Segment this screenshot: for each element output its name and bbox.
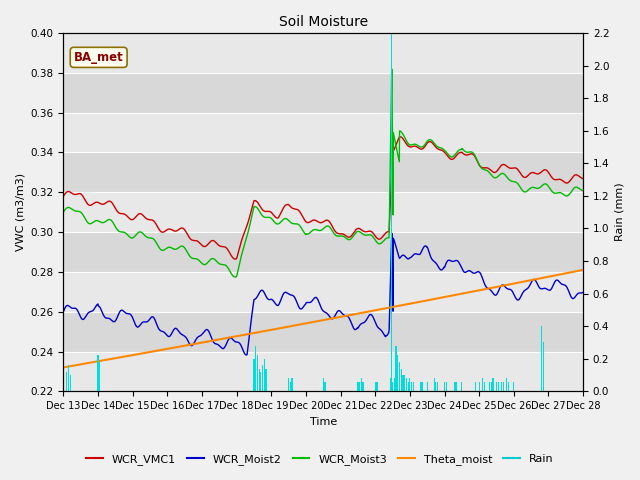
Bar [489, 382, 490, 391]
Bar [323, 378, 324, 391]
Bar [498, 382, 499, 391]
Bar [421, 382, 422, 391]
Bar [482, 378, 483, 391]
Bar [361, 378, 362, 391]
Bar [97, 356, 99, 391]
Bar [63, 33, 583, 73]
Bar [404, 375, 405, 391]
Bar [290, 382, 291, 391]
Bar [391, 33, 392, 391]
Bar [262, 365, 263, 391]
Bar [479, 382, 480, 391]
Bar [437, 382, 438, 391]
Bar [420, 382, 421, 391]
Bar [475, 382, 476, 391]
X-axis label: Time: Time [310, 417, 337, 427]
Bar [408, 382, 409, 391]
Bar [491, 382, 492, 391]
Bar [444, 382, 445, 391]
Bar [399, 362, 400, 391]
Bar [492, 378, 493, 391]
Bar [390, 378, 392, 391]
Bar [374, 382, 376, 391]
Bar [435, 382, 436, 391]
Bar [63, 113, 583, 153]
Bar [63, 153, 583, 192]
Bar [401, 369, 402, 391]
Bar [63, 351, 583, 391]
Bar [454, 382, 456, 391]
Bar [63, 312, 583, 351]
Bar [68, 365, 69, 391]
Bar [445, 382, 447, 391]
Bar [396, 346, 397, 391]
Bar [99, 362, 100, 391]
Bar [503, 382, 504, 391]
Bar [403, 375, 404, 391]
Bar [255, 346, 256, 391]
Bar [260, 372, 262, 391]
Bar [506, 378, 508, 391]
Bar [501, 382, 502, 391]
Bar [259, 369, 260, 391]
Y-axis label: Rain (mm): Rain (mm) [615, 183, 625, 241]
Bar [63, 192, 583, 232]
Bar [257, 356, 258, 391]
Bar [266, 369, 267, 391]
Bar [456, 382, 457, 391]
Bar [411, 382, 412, 391]
Bar [376, 382, 378, 391]
Bar [541, 326, 542, 391]
Bar [70, 375, 71, 391]
Y-axis label: VWC (m3/m3): VWC (m3/m3) [15, 173, 25, 251]
Bar [413, 382, 414, 391]
Bar [543, 342, 544, 391]
Bar [392, 382, 393, 391]
Bar [397, 356, 398, 391]
Bar [513, 382, 515, 391]
Bar [359, 382, 360, 391]
Bar [63, 73, 583, 113]
Bar [427, 382, 428, 391]
Bar [288, 378, 289, 391]
Bar [409, 378, 410, 391]
Bar [496, 382, 497, 391]
Bar [324, 382, 326, 391]
Bar [362, 382, 364, 391]
Bar [291, 378, 292, 391]
Bar [406, 378, 407, 391]
Bar [461, 382, 463, 391]
Bar [433, 378, 435, 391]
Bar [63, 232, 583, 272]
Bar [484, 382, 485, 391]
Bar [508, 382, 509, 391]
Title: Soil Moisture: Soil Moisture [278, 15, 368, 29]
Bar [264, 359, 265, 391]
Text: BA_met: BA_met [74, 51, 124, 64]
Bar [357, 382, 358, 391]
Bar [63, 272, 583, 312]
Legend: WCR_VMC1, WCR_Moist2, WCR_Moist3, Theta_moist, Rain: WCR_VMC1, WCR_Moist2, WCR_Moist3, Theta_… [82, 450, 558, 469]
Bar [253, 359, 255, 391]
Bar [394, 378, 395, 391]
